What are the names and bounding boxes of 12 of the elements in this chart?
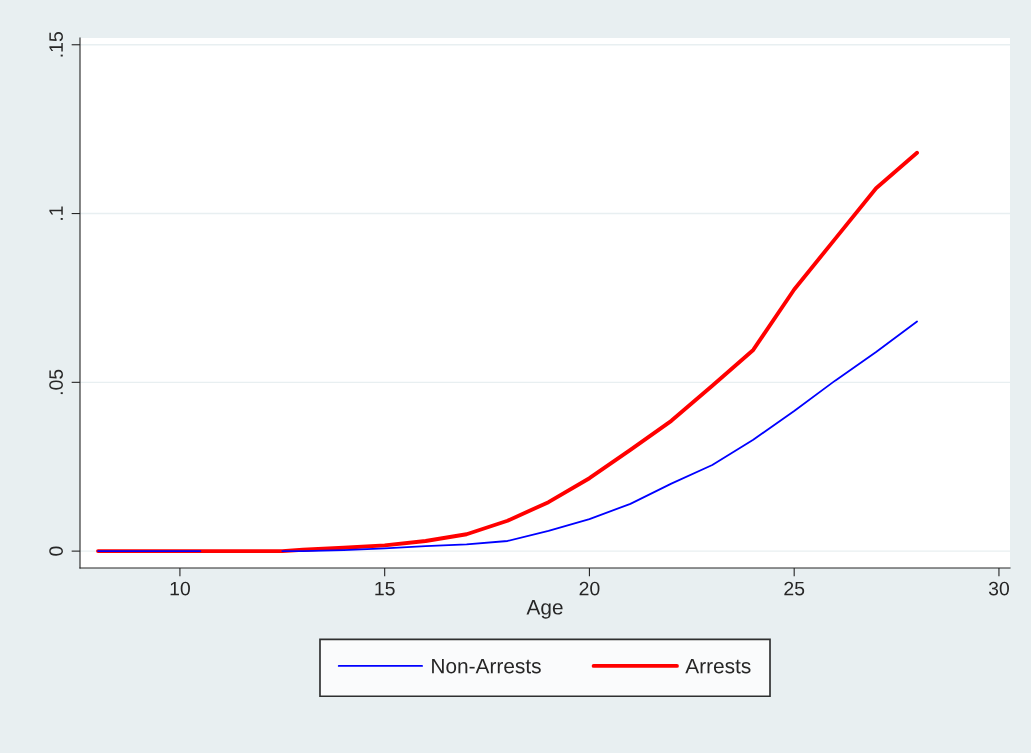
y-tick-label: 0 [49,546,63,556]
y-tick-label: .15 [49,32,63,57]
x-tick-label: 30 [988,581,1009,596]
y-tick-label: .1 [49,206,63,220]
x-tick-label: 15 [375,581,395,596]
x-tick-label: 20 [579,581,600,596]
x-tick-label: 10 [170,581,190,596]
legend-label: Non-Arrests [432,658,541,674]
legend-label: Arrests [685,658,751,674]
x-tick-label: 25 [784,581,805,596]
y-tick-label: .05 [49,369,63,395]
x-axis-title: Age [526,600,563,619]
